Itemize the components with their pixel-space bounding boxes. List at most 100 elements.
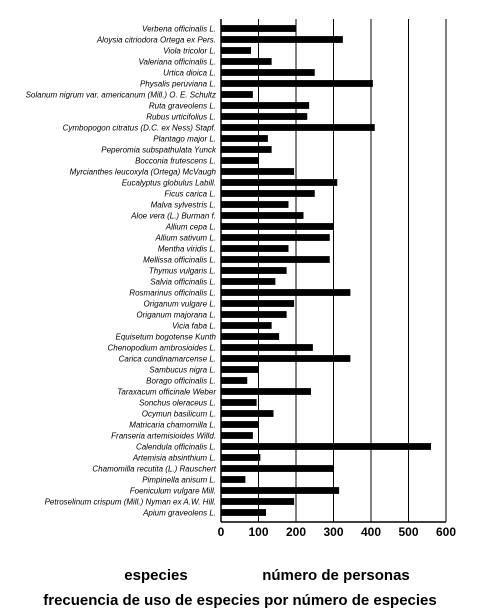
category-label: Calendula officinalis L. bbox=[136, 443, 216, 452]
category-label: Franseria artemisioides Willd. bbox=[111, 432, 216, 441]
category-label: Peperomia subspathulata Yunck bbox=[101, 146, 217, 155]
bar bbox=[221, 102, 310, 109]
chart-title: frecuencia de uso de especies por número… bbox=[43, 592, 437, 609]
category-labels: Verbena officinalis L. Aloysia citriodora… bbox=[26, 25, 217, 518]
bar bbox=[221, 278, 276, 285]
category-label: Origanum vulgare L. bbox=[144, 300, 216, 309]
category-label: Ocymun basilicum L. bbox=[142, 410, 216, 419]
x-tick-labels: 0 100 200 300 400 500 600 bbox=[218, 525, 457, 539]
x-tick-label: 200 bbox=[286, 525, 306, 539]
bar bbox=[221, 410, 274, 417]
bar bbox=[221, 25, 296, 32]
category-label: Origanum majorana L. bbox=[136, 311, 216, 320]
bar bbox=[221, 190, 315, 197]
bar bbox=[221, 168, 295, 175]
bar bbox=[221, 201, 289, 208]
category-label: Malva sylvestris L. bbox=[151, 201, 216, 210]
bar bbox=[221, 91, 253, 98]
bar bbox=[221, 267, 287, 274]
y-axis-caption: especies bbox=[124, 567, 187, 584]
category-label: Eucalyptus globulus Labill. bbox=[122, 179, 216, 188]
bar bbox=[221, 454, 261, 461]
category-label: Taraxacum officinale Weber bbox=[117, 388, 216, 397]
bar bbox=[221, 157, 259, 164]
bar bbox=[221, 476, 246, 483]
bar bbox=[221, 355, 351, 362]
category-label: Allium cepa L. bbox=[165, 223, 216, 232]
bar bbox=[221, 212, 304, 219]
x-tick-label: 300 bbox=[323, 525, 343, 539]
category-label: Thymus vulgaris L. bbox=[149, 267, 216, 276]
category-label: Solanum nigrum var. americanum (Mill.) O… bbox=[26, 91, 216, 100]
bar bbox=[221, 388, 311, 395]
category-label: Chamomilla recutita (L.) Rauschert bbox=[92, 465, 216, 474]
category-label: Valeriana officinalis L. bbox=[138, 58, 216, 67]
bar bbox=[221, 289, 351, 296]
category-label: Borago officinalis L. bbox=[146, 377, 216, 386]
category-label: Aloe vera (L.) Burman f. bbox=[130, 212, 216, 221]
bar bbox=[221, 234, 330, 241]
category-label: Aloysia citriodora Ortega ex Pers. bbox=[96, 36, 216, 45]
category-label: Foeniculum vulgare Mill. bbox=[130, 487, 216, 496]
category-label: Cymbopogon citratus (D.C. ex Ness) Stapf… bbox=[63, 124, 216, 133]
category-label: Artemisia absinthium L. bbox=[132, 454, 216, 463]
bar bbox=[221, 443, 431, 450]
category-label: Rubus urticifolius L. bbox=[146, 113, 216, 122]
category-label: Allium sativum L. bbox=[155, 234, 216, 243]
bar bbox=[221, 344, 313, 351]
bar bbox=[221, 377, 248, 384]
bar bbox=[221, 245, 289, 252]
bar bbox=[221, 300, 295, 307]
category-label: Mellissa officinalis L. bbox=[143, 256, 216, 265]
category-label: Bocconia frutescens L. bbox=[135, 157, 216, 166]
category-label: Apium graveolens L. bbox=[142, 509, 216, 518]
x-tick-label: 600 bbox=[436, 525, 456, 539]
category-label: Carica cundinamarcense L. bbox=[119, 355, 216, 364]
bar bbox=[221, 223, 334, 230]
category-label: Ficus carica L. bbox=[164, 190, 216, 199]
category-label: Viola tricolor L. bbox=[163, 47, 216, 56]
x-tick-label: 400 bbox=[361, 525, 381, 539]
category-label: Pimpinella anisum L. bbox=[142, 476, 216, 485]
bar bbox=[221, 465, 334, 472]
category-label: Mentha viridis L. bbox=[158, 245, 216, 254]
x-axis-caption: número de personas bbox=[262, 567, 410, 584]
bar bbox=[221, 47, 251, 54]
category-label: Equisetum bogotense Kunth bbox=[115, 333, 216, 342]
category-label: Matricaria chamomilla L. bbox=[129, 421, 216, 430]
bar bbox=[221, 69, 315, 76]
bar bbox=[221, 421, 259, 428]
category-label: Salvia officinalis L. bbox=[150, 278, 216, 287]
bar bbox=[221, 256, 330, 263]
bar bbox=[221, 80, 373, 87]
category-label: Plantago major L. bbox=[153, 135, 216, 144]
x-tick-label: 100 bbox=[248, 525, 268, 539]
bar bbox=[221, 399, 257, 406]
x-tick-label: 500 bbox=[398, 525, 418, 539]
bar bbox=[221, 113, 308, 120]
category-label: Petroselinum crispum (Mill.) Nyman ex A.… bbox=[45, 498, 216, 507]
bar bbox=[221, 366, 259, 373]
category-label: Sonchus oleraceus L. bbox=[139, 399, 216, 408]
category-label: Rosmarinus officinalis L. bbox=[129, 289, 216, 298]
bar bbox=[221, 36, 343, 43]
bar bbox=[221, 487, 340, 494]
category-label: Chenopodium ambrosioides L. bbox=[107, 344, 216, 353]
category-label: Physalis peruviana L. bbox=[140, 80, 216, 89]
bar bbox=[221, 179, 338, 186]
category-label: Urtica dioica L. bbox=[163, 69, 216, 78]
bar bbox=[221, 322, 272, 329]
category-label: Verbena officinalis L. bbox=[142, 25, 216, 34]
bar bbox=[221, 498, 295, 505]
bar bbox=[221, 124, 375, 131]
bar bbox=[221, 146, 272, 153]
x-tick-label: 0 bbox=[218, 525, 225, 539]
bar bbox=[221, 311, 287, 318]
bar bbox=[221, 432, 253, 439]
bar bbox=[221, 135, 268, 142]
category-label: Vicia faba L. bbox=[172, 322, 216, 331]
bars bbox=[221, 25, 431, 516]
bar bbox=[221, 509, 266, 516]
bar bbox=[221, 58, 272, 65]
